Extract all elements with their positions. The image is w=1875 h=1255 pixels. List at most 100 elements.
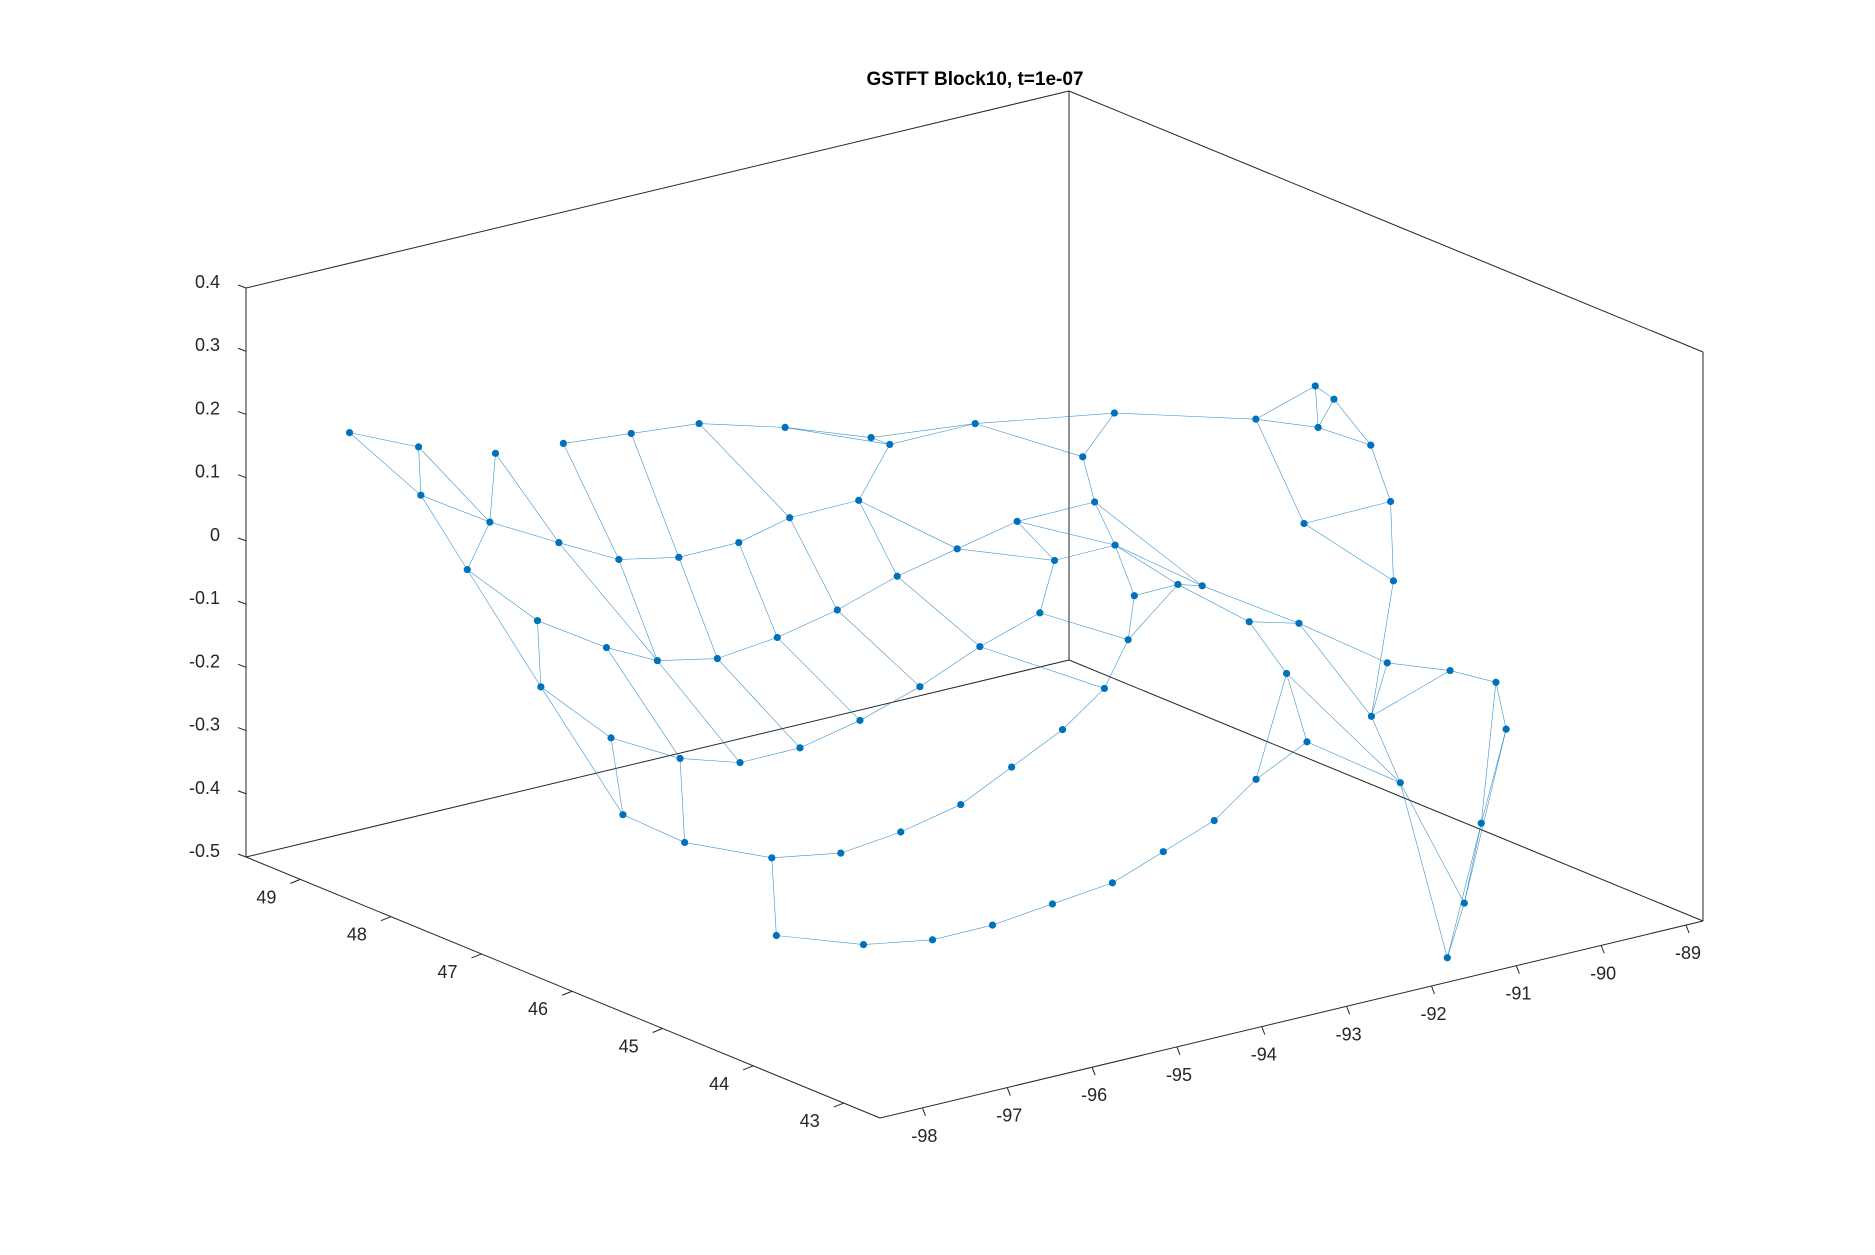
mesh-edge (900, 804, 961, 833)
y-tick-mark (290, 878, 301, 884)
mesh-edge (1011, 729, 1063, 768)
mesh-edge (618, 559, 658, 661)
z-tick-label: 0.4 (195, 272, 220, 292)
mesh-edge (630, 433, 680, 558)
x-tick-label: -95 (1166, 1065, 1192, 1085)
mesh-edge (495, 453, 560, 543)
z-tick-label: -0.3 (189, 715, 220, 735)
data-point (615, 555, 623, 564)
mesh-edge (799, 720, 861, 749)
mesh-edge (771, 852, 841, 859)
x-tick-label: -90 (1590, 963, 1616, 983)
x-tick-label: -89 (1675, 943, 1701, 963)
mesh-edge (1114, 545, 1135, 596)
mesh-edges (349, 385, 1507, 958)
mesh-edge (979, 612, 1040, 647)
mesh-edge (467, 569, 538, 621)
mesh-edge (785, 427, 890, 445)
data-point (1008, 763, 1016, 771)
mesh-edge (1286, 673, 1401, 783)
mesh-edge (678, 542, 739, 558)
mesh-edge (1371, 580, 1394, 717)
mesh-edge (610, 737, 681, 759)
data-point (1383, 659, 1391, 667)
data-point (735, 538, 743, 547)
x-tick-mark (1176, 1046, 1181, 1056)
mesh-edge (1314, 385, 1319, 428)
mesh-edge (563, 433, 632, 444)
y-tick-mark (833, 1102, 844, 1108)
data-point (1396, 779, 1404, 787)
y-tick-label: 45 (619, 1037, 639, 1057)
data-point (1198, 582, 1206, 590)
z-tick-mark (237, 410, 247, 415)
data-point (1300, 519, 1308, 528)
mesh-edge (680, 758, 741, 763)
mesh-edge (1371, 662, 1388, 717)
mesh-edge (837, 609, 921, 687)
data-point (976, 643, 984, 651)
z-tick-label: 0.2 (195, 398, 220, 418)
data-point (1079, 453, 1087, 461)
data-point (1058, 726, 1067, 734)
mesh-edge (1298, 623, 1388, 664)
x-tick-mark (1431, 985, 1435, 995)
data-point (916, 683, 924, 691)
x-tick-label: -96 (1081, 1085, 1107, 1105)
data-point (953, 545, 961, 553)
data-point (1443, 954, 1451, 962)
data-point (619, 811, 627, 819)
z-tick-label: -0.5 (189, 841, 220, 861)
data-point (796, 744, 804, 752)
mesh-edge (1255, 418, 1319, 428)
data-points (345, 382, 1510, 962)
data-point (627, 429, 635, 438)
mesh-edge (420, 495, 468, 570)
data-point (1330, 395, 1338, 403)
mesh-edge (960, 766, 1012, 805)
data-point (1311, 382, 1319, 390)
z-tick-label: -0.4 (189, 778, 220, 798)
mesh-edge (1214, 779, 1257, 821)
mesh-edge (537, 620, 542, 687)
mesh-edge (699, 423, 786, 428)
data-point (1386, 497, 1395, 506)
mesh-edge (1112, 851, 1164, 884)
y-tick-label: 44 (709, 1074, 729, 1094)
mesh-edge (777, 637, 861, 721)
mesh-edge (979, 646, 1105, 689)
mesh-edge (1306, 741, 1401, 784)
mesh-edge (1318, 427, 1371, 446)
data-point (463, 566, 471, 574)
mesh-edge (858, 444, 891, 501)
mesh-edge (1317, 399, 1335, 428)
mesh-edge (657, 658, 718, 661)
data-point (1159, 848, 1167, 856)
mesh-edge (1447, 903, 1465, 958)
mesh-edge (1400, 782, 1465, 904)
mesh-edge (418, 446, 491, 523)
z-tick-label: -0.2 (189, 651, 220, 671)
data-point (653, 657, 661, 665)
mesh-edge (698, 423, 790, 518)
mesh-edge (1463, 729, 1507, 904)
mesh-edge (1333, 399, 1371, 446)
mesh-edge (489, 453, 496, 523)
mesh-edge (1114, 544, 1203, 587)
data-point (1130, 592, 1138, 600)
mesh-edge (1480, 729, 1507, 824)
data-point (1048, 900, 1057, 908)
mesh-edge (1134, 584, 1178, 597)
data-point (417, 491, 425, 499)
mesh-edge (1249, 621, 1299, 624)
mesh-edge (871, 423, 976, 438)
data-point (1314, 423, 1322, 432)
data-point (1389, 577, 1398, 585)
mesh-edge (1387, 662, 1451, 671)
data-point (555, 539, 563, 547)
mesh-edge (606, 647, 658, 661)
z-tick-label: 0.3 (195, 335, 220, 355)
mesh-edge (858, 500, 958, 550)
mesh-edge (859, 686, 921, 721)
